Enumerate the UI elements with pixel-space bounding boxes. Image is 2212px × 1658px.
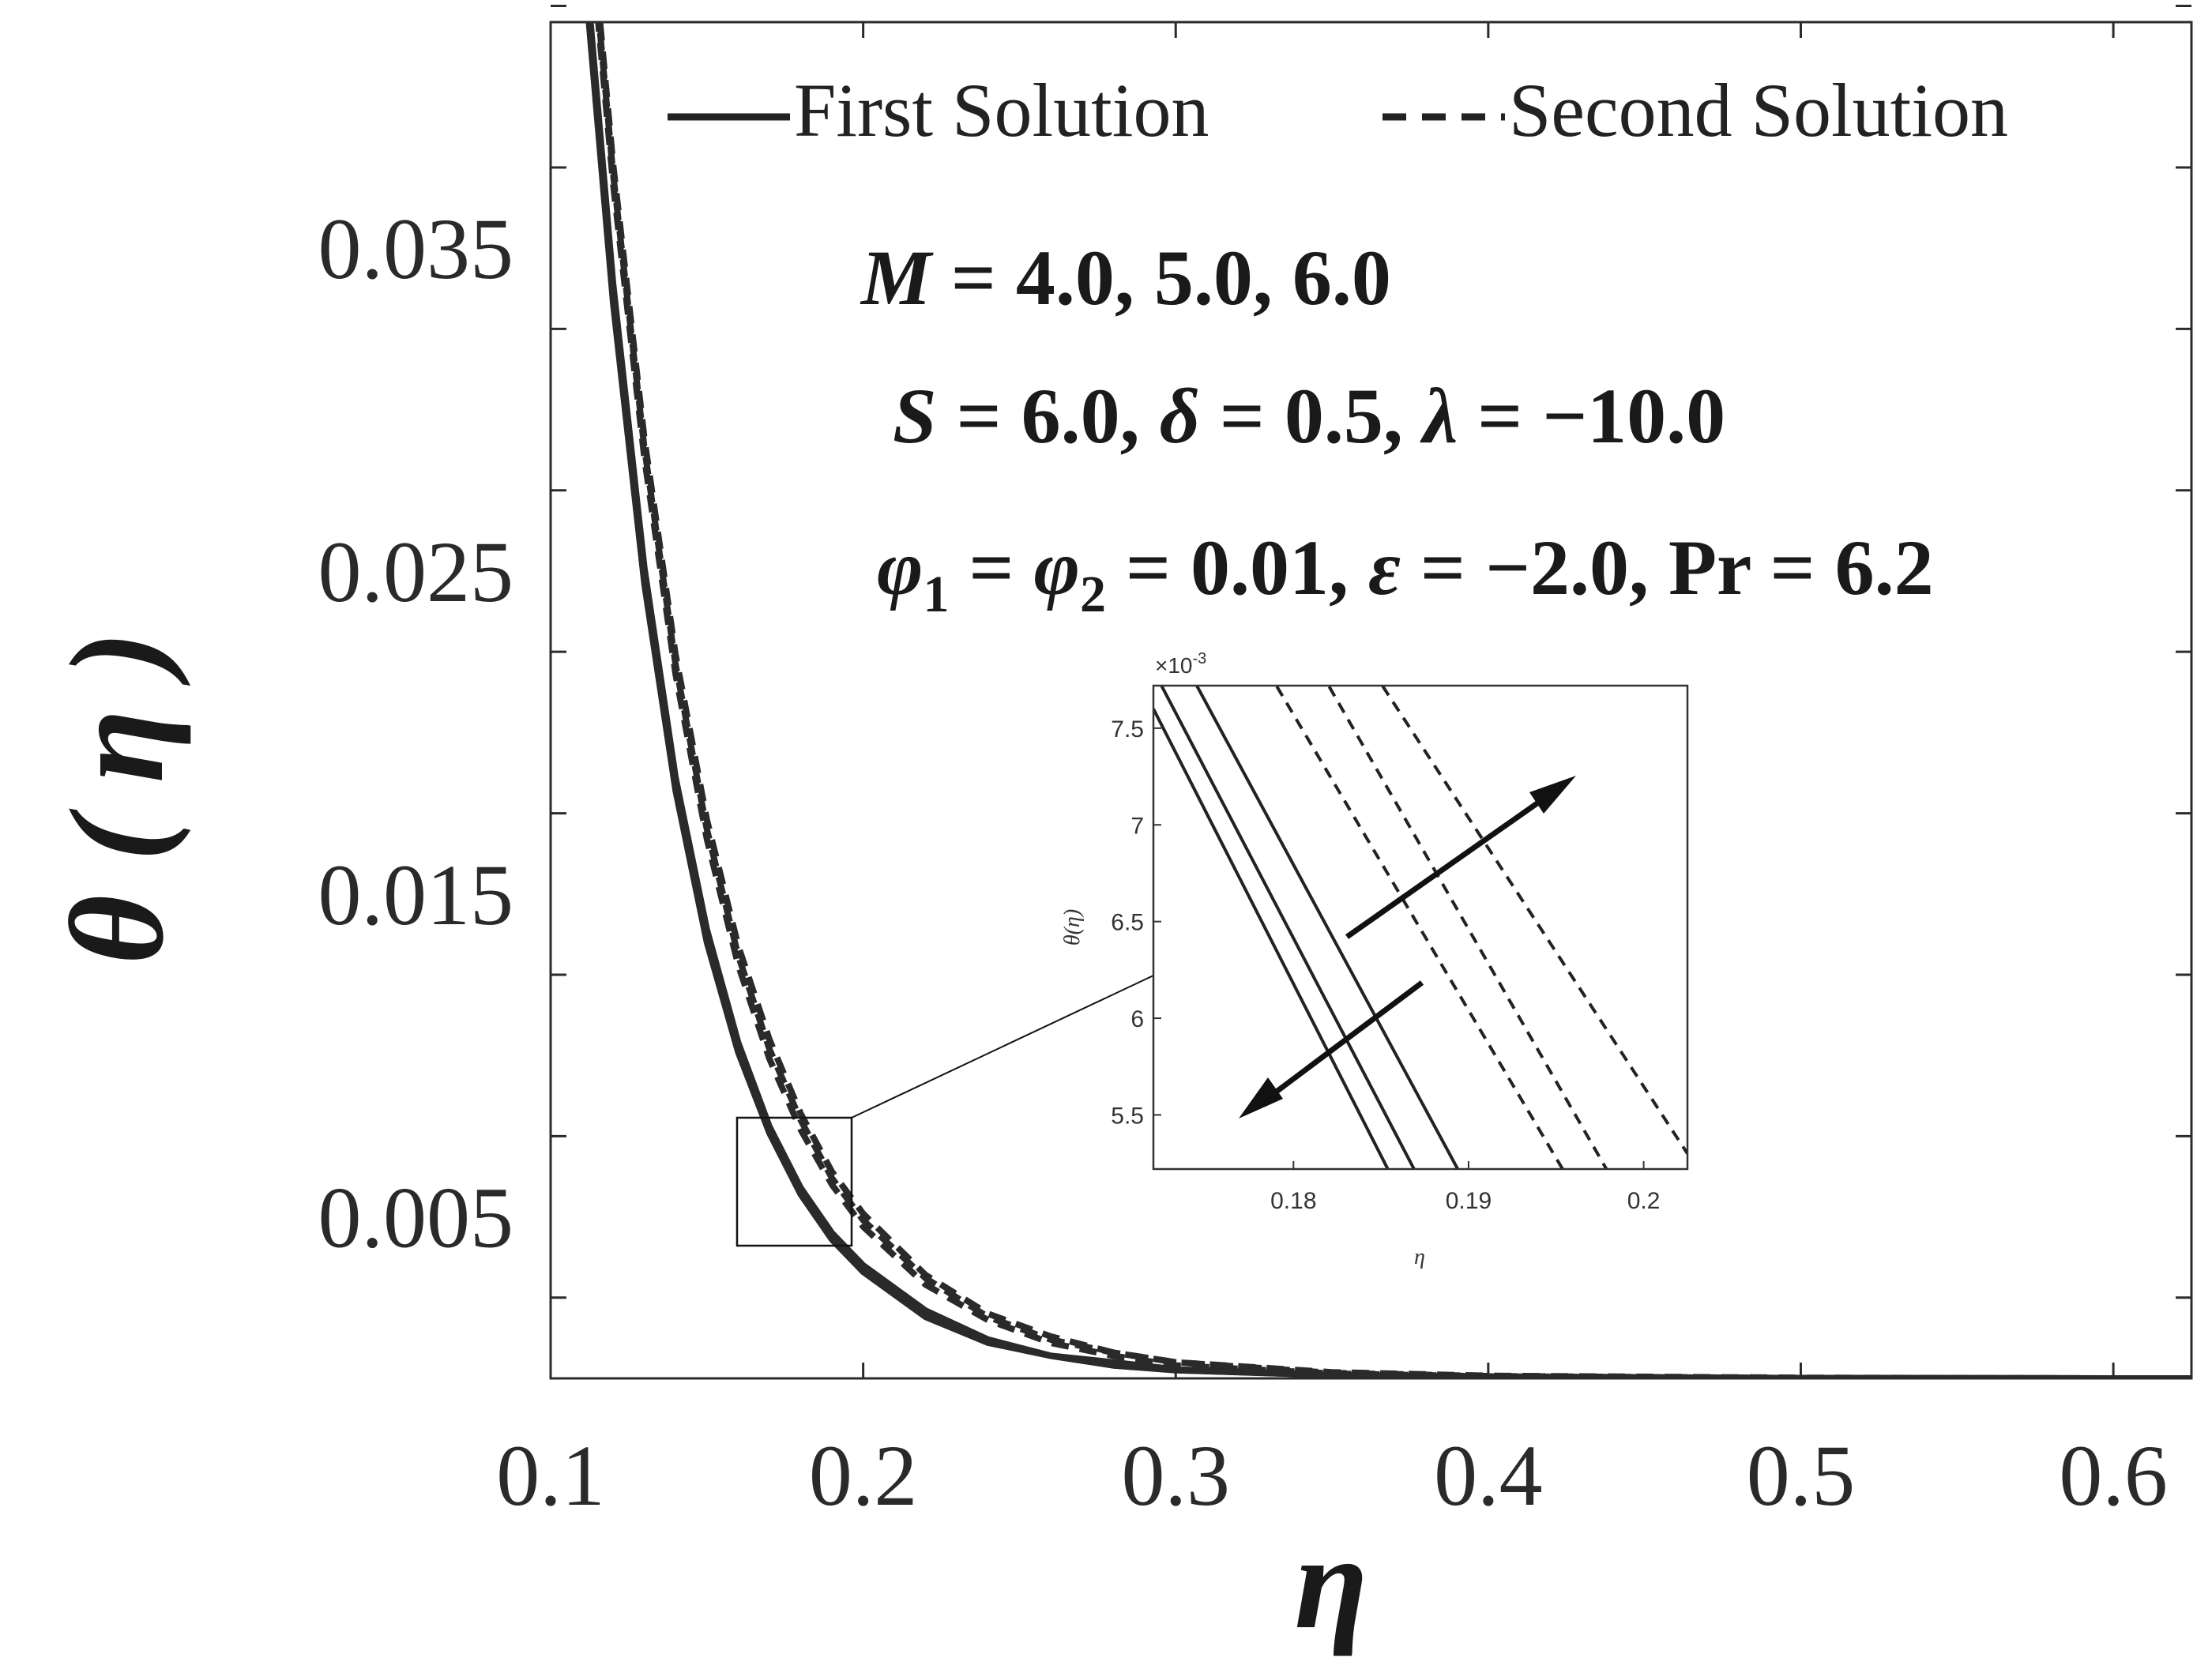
legend: First Solution Second Solution (668, 68, 2008, 152)
inset-y-tick-label: 7 (1130, 813, 1144, 839)
series-line-5 (596, 22, 2191, 1378)
inset-x-tick-label: 0.2 (1627, 1188, 1661, 1214)
series-layer (585, 22, 2191, 1378)
legend-second-solution: Second Solution (1509, 68, 2008, 152)
inset-arrows (1239, 776, 1576, 1118)
ticks-layer: 0.1 0.2 0.3 0.4 0.5 0.6 0.005 0.015 0.025 0.035 (318, 5, 2191, 1524)
annotation-phi-eps-pr: φ1 = φ2 = 0.01, ε = −2.0, Pr = 6.2 (877, 524, 1934, 623)
inset-line-2 (1159, 686, 1416, 1169)
zoom-indicator (735, 975, 1154, 1247)
inset-line-4 (1274, 686, 1565, 1169)
x-tick-label: 0.5 (1747, 1427, 1856, 1524)
annotation-s-delta-lambda: S = 6.0, δ = 0.5, λ = −10.0 (893, 372, 1725, 460)
zoom-connector (851, 975, 1154, 1118)
x-axis-label: η (1294, 1508, 1367, 1656)
arrowhead-increasing-m-first (1239, 1077, 1283, 1118)
inset-x-tick-label: 0.18 (1270, 1188, 1316, 1214)
legend-first-solution: First Solution (794, 68, 1209, 152)
inset-y-tick-label: 6 (1130, 1006, 1144, 1032)
arrow-increasing-m-second (1345, 793, 1551, 939)
inset-ticks: 0.18 0.19 0.2 5.5 6 6.5 7 7.5 (1111, 716, 1660, 1214)
inset-y-exponent: ×10-3 (1155, 650, 1206, 678)
x-tick-label: 0.6 (2059, 1427, 2168, 1524)
series-line-6 (596, 22, 2191, 1378)
inset-y-tick-label: 7.5 (1111, 716, 1144, 743)
x-tick-label: 0.3 (1121, 1427, 1230, 1524)
x-tick-label: 0.2 (809, 1427, 918, 1524)
inset-frame (1152, 684, 1689, 1171)
inset-line-6 (1380, 686, 1687, 1155)
arrow-increasing-m-first (1266, 980, 1424, 1100)
inset-line-5 (1326, 686, 1608, 1169)
plot-area-frame (549, 21, 2193, 1380)
inset-y-axis-label: θ(η) (1060, 909, 1085, 946)
inset-plot: 0.18 0.19 0.2 5.5 6 6.5 7 7.5 ×10-3 η θ(η) (1060, 650, 1689, 1269)
inset-line-3 (1194, 686, 1460, 1169)
y-tick-label: 0.025 (318, 524, 514, 620)
inset-line-1 (1153, 708, 1390, 1169)
y-axis-label: θ ( η ) (43, 631, 191, 964)
inset-x-tick-label: 0.19 (1446, 1188, 1492, 1214)
annotation-m: M = 4.0, 5.0, 6.0 (860, 234, 1391, 321)
series-line-4 (595, 22, 2191, 1378)
parameter-annotations: M = 4.0, 5.0, 6.0 S = 6.0, δ = 0.5, λ = … (860, 234, 1934, 623)
y-tick-label: 0.035 (318, 201, 514, 297)
x-tick-label: 0.1 (496, 1427, 605, 1524)
y-tick-label: 0.015 (318, 847, 514, 943)
x-tick-label: 0.4 (1434, 1427, 1543, 1524)
inset-background (1153, 686, 1687, 1169)
arrowhead-increasing-m-second (1529, 776, 1576, 814)
zoom-box (735, 1116, 853, 1247)
inset-lines (1153, 686, 1687, 1169)
y-tick-label: 0.005 (318, 1170, 514, 1266)
inset-y-tick-label: 6.5 (1111, 910, 1144, 936)
inset-x-axis-label: η (1414, 1245, 1425, 1269)
inset-y-tick-label: 5.5 (1111, 1103, 1144, 1129)
